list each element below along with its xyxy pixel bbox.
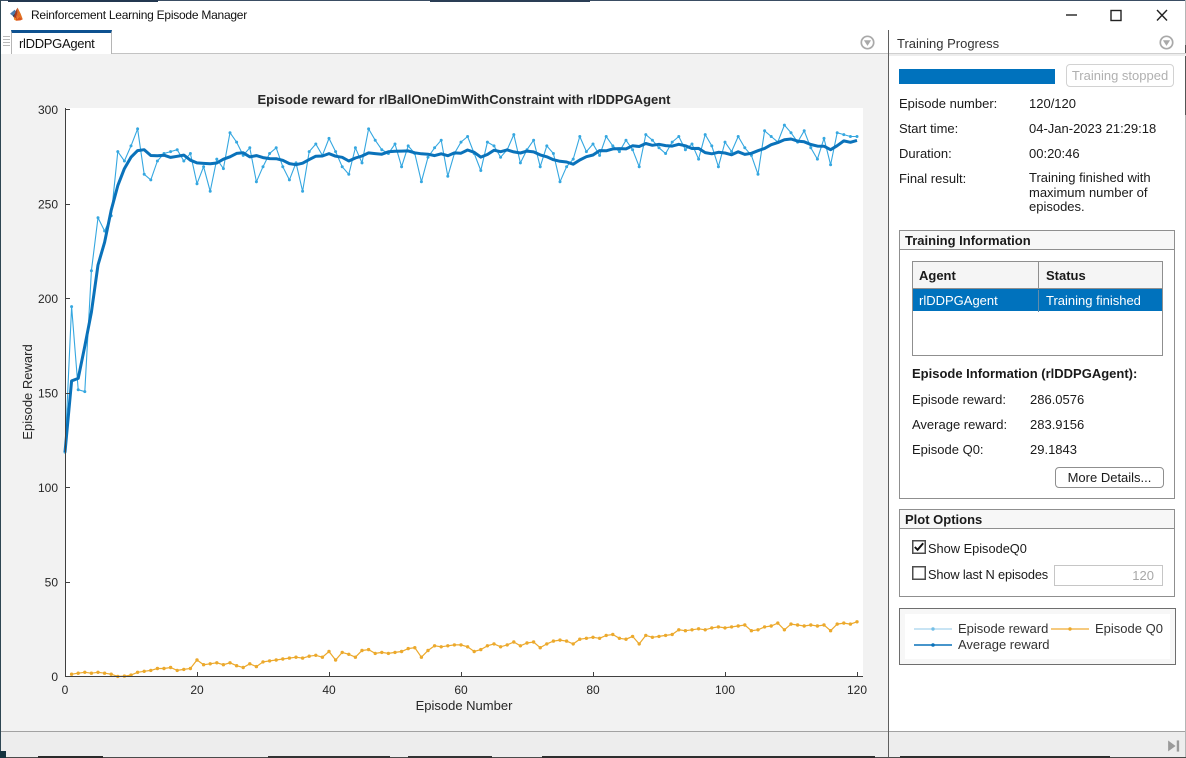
svg-text:Episode Q0: Episode Q0 [1095,621,1163,636]
svg-text:Episode Number: Episode Number [416,698,513,713]
svg-text:Average reward: Average reward [958,637,1050,652]
svg-text:120: 120 [847,683,867,697]
svg-text:40: 40 [322,683,336,697]
svg-text:80: 80 [586,683,600,697]
svg-text:60: 60 [454,683,468,697]
svg-text:0: 0 [62,683,69,697]
svg-text:250: 250 [38,198,58,212]
svg-text:100: 100 [715,683,735,697]
svg-text:20: 20 [190,683,204,697]
svg-text:Episode reward: Episode reward [958,621,1048,636]
svg-text:300: 300 [38,103,58,117]
svg-text:Episode Reward: Episode Reward [20,344,35,439]
svg-text:100: 100 [38,481,58,495]
svg-text:200: 200 [38,292,58,306]
svg-text:Episode reward for rlBallOneDi: Episode reward for rlBallOneDimWithConst… [257,92,671,107]
svg-text:50: 50 [45,576,59,590]
svg-text:0: 0 [51,670,58,684]
svg-text:150: 150 [38,387,58,401]
